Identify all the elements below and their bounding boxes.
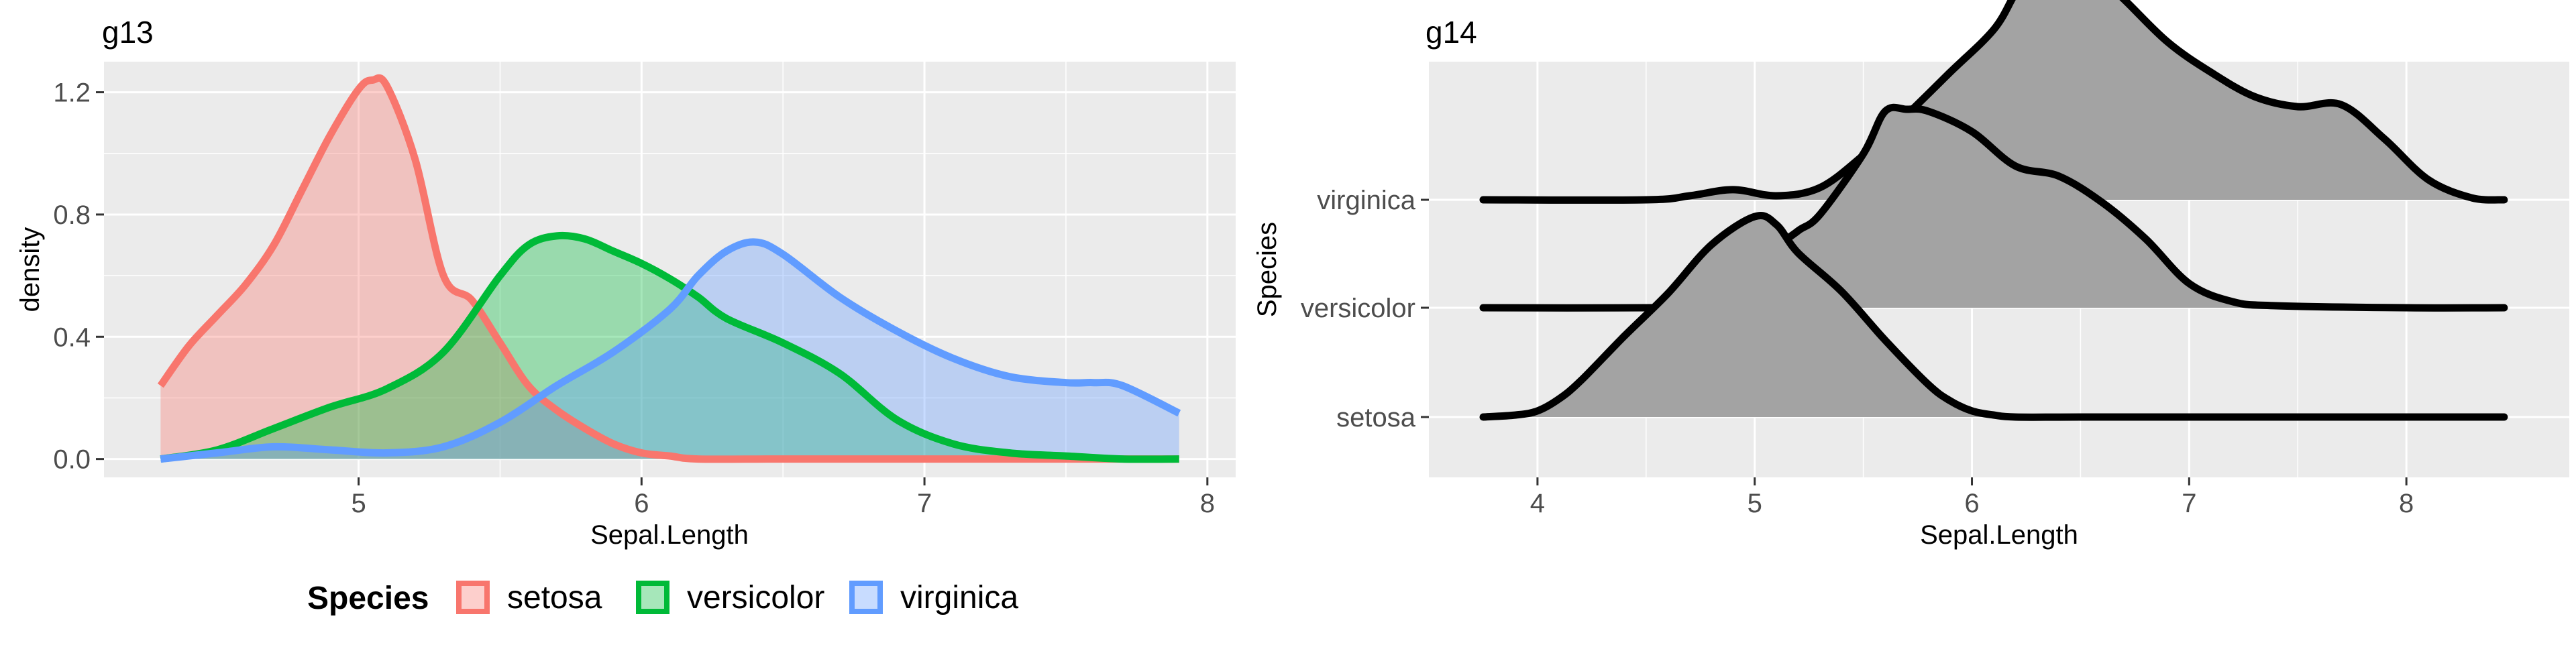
density-line-versicolor <box>160 231 1179 463</box>
g14-x-axis: 4 5 6 7 8 <box>1530 477 2414 518</box>
legend-key-setosa <box>456 581 490 614</box>
legend-title: Species <box>307 581 429 616</box>
legend-key-versicolor <box>636 581 669 614</box>
g13-x-axis: 5 6 7 8 <box>351 477 1215 518</box>
legend-items: setosa versicolor virginica <box>456 580 1018 615</box>
legend-key-virginica <box>849 581 883 614</box>
g14-x-tick-label: 6 <box>1964 489 1979 518</box>
g13-x-tick-label: 5 <box>351 489 366 518</box>
g14-title: g14 <box>1426 15 1477 50</box>
legend-label-setosa: setosa <box>507 580 602 615</box>
density-line-setosa <box>157 74 1179 463</box>
ridge-line-setosa <box>1479 212 2508 421</box>
g13-density-series <box>157 74 1181 463</box>
g13-panel-background <box>104 62 1236 477</box>
g14-y-axis-label: Species <box>1252 222 1282 317</box>
g14-y-tick-label-setosa: setosa <box>1336 403 1416 432</box>
g14-x-tick-label: 5 <box>1748 489 1762 518</box>
ridgeline-chart: g14 setosa versicolor virginica 4 5 6 7 8 Sepa… <box>1252 0 2569 550</box>
g14-x-tick-label: 4 <box>1530 489 1545 518</box>
g14-x-tick-label: 7 <box>2182 489 2196 518</box>
g13-y-tick-label: 0.0 <box>53 445 91 475</box>
ridge-line-virginica <box>1479 0 2508 204</box>
ridge-area-virginica <box>1483 0 2504 200</box>
g13-x-tick-label: 6 <box>634 489 649 518</box>
legend: Species setosa versicolor virginica <box>307 580 1018 616</box>
legend-label-virginica: virginica <box>900 580 1018 615</box>
g13-y-tick-label: 0.8 <box>53 200 91 230</box>
density-line-virginica <box>160 238 1181 463</box>
legend-label-versicolor: versicolor <box>687 580 824 615</box>
g14-y-tick-label-versicolor: versicolor <box>1301 294 1415 323</box>
density-chart: g13 0.0 0.4 0.8 1.2 5 6 7 8 Sepal.Length densi… <box>15 15 1236 616</box>
g13-x-axis-label: Sepal.Length <box>590 520 749 550</box>
g13-x-tick-label: 8 <box>1200 489 1215 518</box>
g13-y-tick-label: 0.4 <box>53 322 91 352</box>
g14-x-axis-label: Sepal.Length <box>1920 520 2078 550</box>
g13-y-tick-label: 1.2 <box>53 78 91 108</box>
g13-title: g13 <box>102 15 154 50</box>
g14-y-tick-label-virginica: virginica <box>1317 186 1415 215</box>
g14-x-tick-label: 8 <box>2399 489 2414 518</box>
g13-y-axis-label: density <box>15 227 45 312</box>
density-area-versicolor <box>160 235 1179 459</box>
ridge-area-setosa <box>1483 215 2504 418</box>
ridge-area-versicolor <box>1483 107 2504 308</box>
g13-y-axis: 0.0 0.4 0.8 1.2 <box>53 78 104 475</box>
g13-x-tick-label: 7 <box>917 489 932 518</box>
g14-ridges <box>1479 0 2508 421</box>
g14-y-axis: setosa versicolor virginica <box>1301 186 1429 432</box>
density-area-virginica <box>160 241 1179 459</box>
